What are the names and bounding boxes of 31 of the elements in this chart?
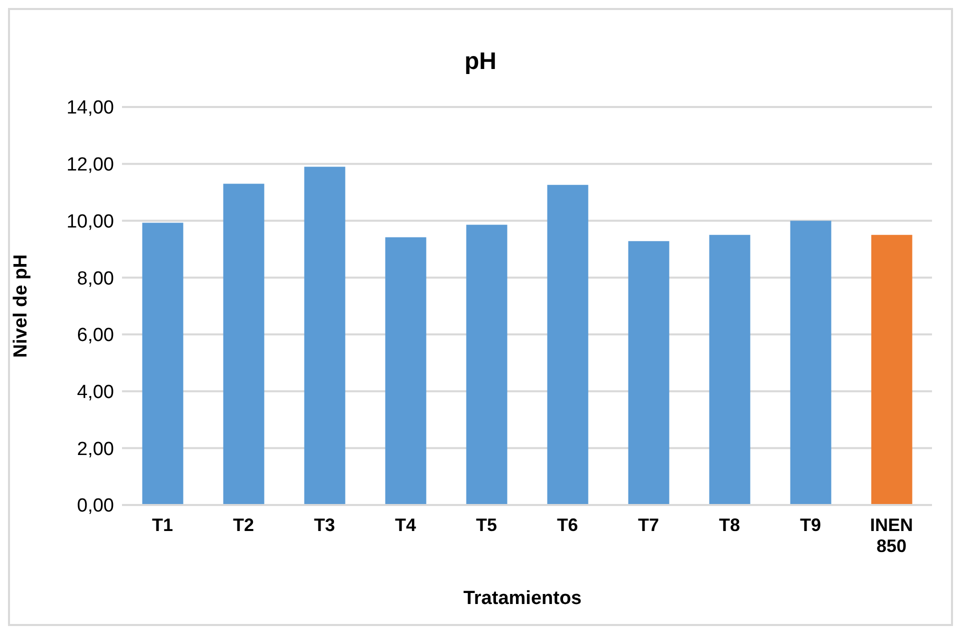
bar (871, 234, 912, 505)
x-tick-label: T2 (232, 515, 254, 535)
x-tick-label: T3 (314, 515, 336, 535)
x-tick-label: T8 (718, 515, 740, 535)
bar (466, 224, 508, 505)
y-tick-label: 14,00 (66, 98, 114, 119)
y-tick-label: 12,00 (66, 154, 114, 176)
x-tick-label: T9 (800, 515, 822, 535)
x-tick-label: T1 (152, 515, 174, 535)
y-tick-label: 2,00 (77, 438, 114, 460)
bar (223, 184, 264, 505)
y-tick-label: 6,00 (77, 325, 114, 346)
y-axis-title: Nivel de pH (10, 254, 32, 358)
x-tick-label: INEN 850 (870, 515, 914, 556)
chart-title: pH (464, 48, 498, 76)
x-tick-label: T7 (638, 515, 660, 535)
bar (385, 237, 426, 505)
bar (304, 166, 346, 505)
bar (628, 241, 670, 505)
x-tick-label: T6 (556, 515, 578, 535)
y-tick-label: 10,00 (66, 211, 114, 232)
y-tick-label: 4,00 (77, 382, 114, 404)
x-tick-label: T5 (476, 515, 498, 535)
x-tick-label: T4 (394, 515, 416, 535)
bar (790, 220, 832, 505)
y-tick-label: 8,00 (77, 268, 114, 290)
bar (709, 234, 750, 505)
y-tick-label: 0,00 (77, 496, 114, 517)
x-axis-title: Tratamientos (462, 588, 583, 610)
bar (547, 184, 588, 505)
bar (142, 222, 184, 505)
